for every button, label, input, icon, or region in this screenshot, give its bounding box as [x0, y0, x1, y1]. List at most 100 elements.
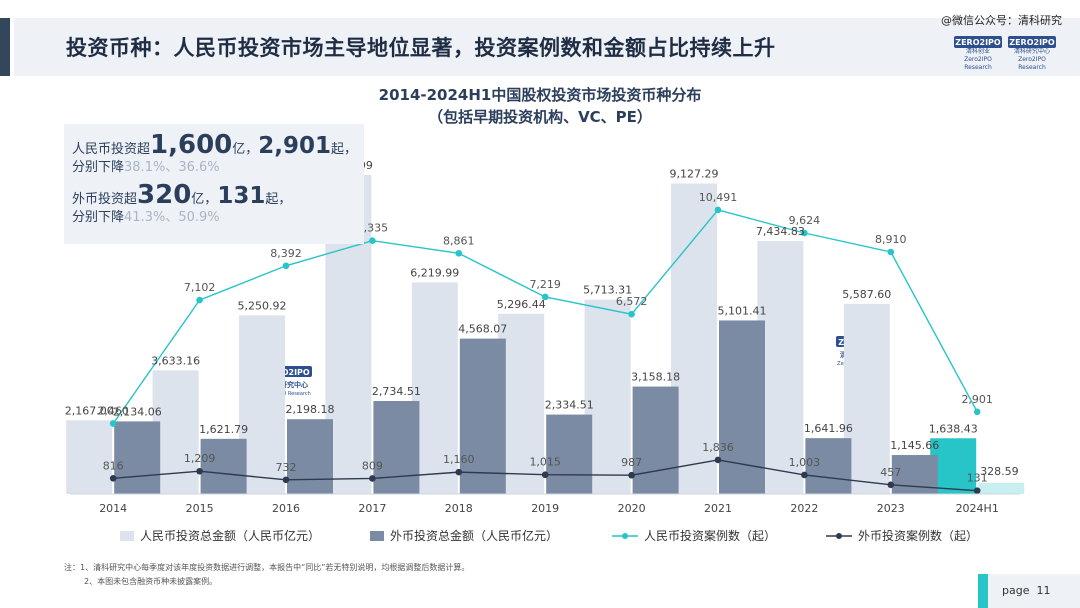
line-label: 1,015: [529, 456, 561, 469]
footnote-2: 2、本图未包含融资币种未披露案例。: [84, 577, 218, 586]
x-tick-label: 2017: [358, 502, 386, 515]
line-label: 987: [621, 456, 642, 469]
watermark-logo-cn: 清科研究中心: [266, 380, 308, 389]
rmb-drop-line: 分别下降38.1%、36.6%: [72, 156, 220, 175]
bar: [411, 282, 458, 494]
line-point: [714, 456, 722, 464]
bar-label: 5,296.44: [497, 298, 546, 311]
page-accent-bar: [978, 574, 988, 608]
page-label: page: [1002, 584, 1030, 597]
bar: [459, 338, 506, 494]
line-label: 2,460: [97, 405, 129, 418]
bar-label: 328.59: [980, 465, 1019, 478]
bar-label: 1,621.79: [199, 423, 248, 436]
line-point: [801, 471, 808, 479]
legend-label: 外币投资总金额（人民币亿元）: [390, 528, 558, 543]
line-label: 9,624: [789, 214, 821, 227]
bar-label: 1,641.96: [804, 422, 853, 435]
line-point: [455, 249, 463, 257]
bar: [114, 421, 161, 494]
bar: [546, 414, 593, 494]
bar: [843, 303, 890, 494]
bar-label: 5,250.92: [238, 299, 287, 312]
fx-unit-count: 起，: [265, 192, 292, 207]
line-label: 1,209: [184, 452, 216, 465]
title-accent-bar: [0, 18, 10, 76]
line-label: 10,491: [699, 191, 738, 204]
bar: [66, 420, 113, 494]
logo-wordmark: ZERO2IPO: [1008, 36, 1056, 48]
line-point: [369, 237, 376, 244]
fx-drop-line: 分别下降41.3%、50.9%: [72, 206, 220, 225]
legend-swatch: [370, 531, 384, 541]
line-point: [196, 296, 203, 304]
bar-label: 5,713.31: [583, 284, 632, 297]
line-point: [973, 408, 981, 416]
bar: [287, 419, 333, 494]
line-label: 8,861: [443, 234, 475, 247]
legend-marker: [836, 533, 842, 539]
zero2ipo-logo: ZERO2IPO 清科创业 Zero2IPO Research: [954, 36, 1002, 71]
bar-label: 5,587.60: [842, 288, 891, 301]
line-point: [887, 248, 895, 256]
rmb-amount: 1,600: [150, 130, 233, 160]
line-point: [282, 476, 290, 484]
line-label: 1,160: [443, 453, 475, 466]
line-label: 6,572: [616, 295, 648, 308]
bar-label: 4,568.07: [458, 323, 507, 336]
rmb-unit-count: 起，: [331, 142, 358, 157]
rmb-drop-prefix: 分别下降: [72, 160, 125, 175]
bar: [498, 313, 545, 494]
legend-label: 人民币投资案例数（起）: [644, 528, 776, 543]
line-point: [109, 475, 117, 482]
chart-subtitle: （包括早期投资机构、VC、PE）: [428, 108, 652, 126]
line-label: 8,392: [270, 247, 302, 260]
bar: [200, 438, 247, 494]
chart-title: 2014-2024H1中国股权投资市场投资币种分布: [378, 86, 702, 104]
bar: [978, 482, 1025, 494]
line-label: 2,901: [961, 393, 993, 406]
line-point: [801, 229, 808, 237]
fx-drop-values: 41.3%、50.9%: [124, 210, 220, 225]
bar-label: 9,127.29: [670, 167, 719, 180]
x-tick-label: 2024H1: [956, 502, 999, 515]
bar-label: 3,158.18: [631, 371, 680, 384]
legend-swatch: [120, 531, 134, 541]
legend-item: 人民币投资案例数（起）: [612, 528, 776, 543]
bar: [632, 386, 679, 494]
bar: [805, 438, 852, 494]
logo-cn-text: 清科研究中心: [1013, 48, 1050, 55]
logo-wordmark: ZERO2IPO: [954, 36, 1002, 48]
line-label: 1,003: [789, 456, 821, 469]
logo-cn-text: 清科创业: [965, 48, 990, 55]
x-tick-label: 2022: [790, 502, 818, 515]
line-point: [109, 420, 117, 427]
bar: [757, 241, 804, 494]
bar-label: 7,434.83: [756, 225, 805, 238]
page-num: 11: [1036, 584, 1051, 597]
page-title: 投资币种：人民币投资市场主导地位显著，投资案例数和金额占比持续上升: [66, 36, 776, 60]
bar: [930, 438, 977, 494]
x-tick-label: 2021: [704, 502, 732, 515]
bar-label: 3,633.16: [151, 354, 200, 367]
legend-item: 外币投资总金额（人民币亿元）: [370, 528, 558, 543]
wechat-source: @微信公众号：清科研究: [941, 14, 1062, 27]
fx-prefix: 外币投资超: [72, 192, 138, 207]
bar-label: 2,134.06: [113, 405, 162, 418]
logo-en-text: Zero2IPO Research: [964, 56, 992, 71]
rmb-drop-values: 38.1%、36.6%: [124, 160, 220, 175]
line-point: [541, 471, 549, 479]
legend-label: 人民币投资总金额（人民币亿元）: [140, 528, 320, 543]
bar-label: 6,219.99: [410, 266, 459, 279]
legend-label: 外币投资案例数（起）: [858, 528, 978, 543]
x-tick-label: 2023: [877, 502, 905, 515]
logo-en-text: Zero2IPO Research: [1018, 56, 1046, 71]
x-tick-label: 2018: [445, 502, 473, 515]
fx-count: 131: [217, 183, 266, 209]
line-label: 809: [362, 459, 383, 472]
bar-label: 2,734.51: [372, 385, 421, 398]
zero2ipo-research-logo: ZERO2IPO 清科研究中心 Zero2IPO Research: [1008, 36, 1056, 71]
rmb-unit-amount: 亿，: [232, 142, 259, 157]
line-label: 816: [103, 459, 124, 472]
